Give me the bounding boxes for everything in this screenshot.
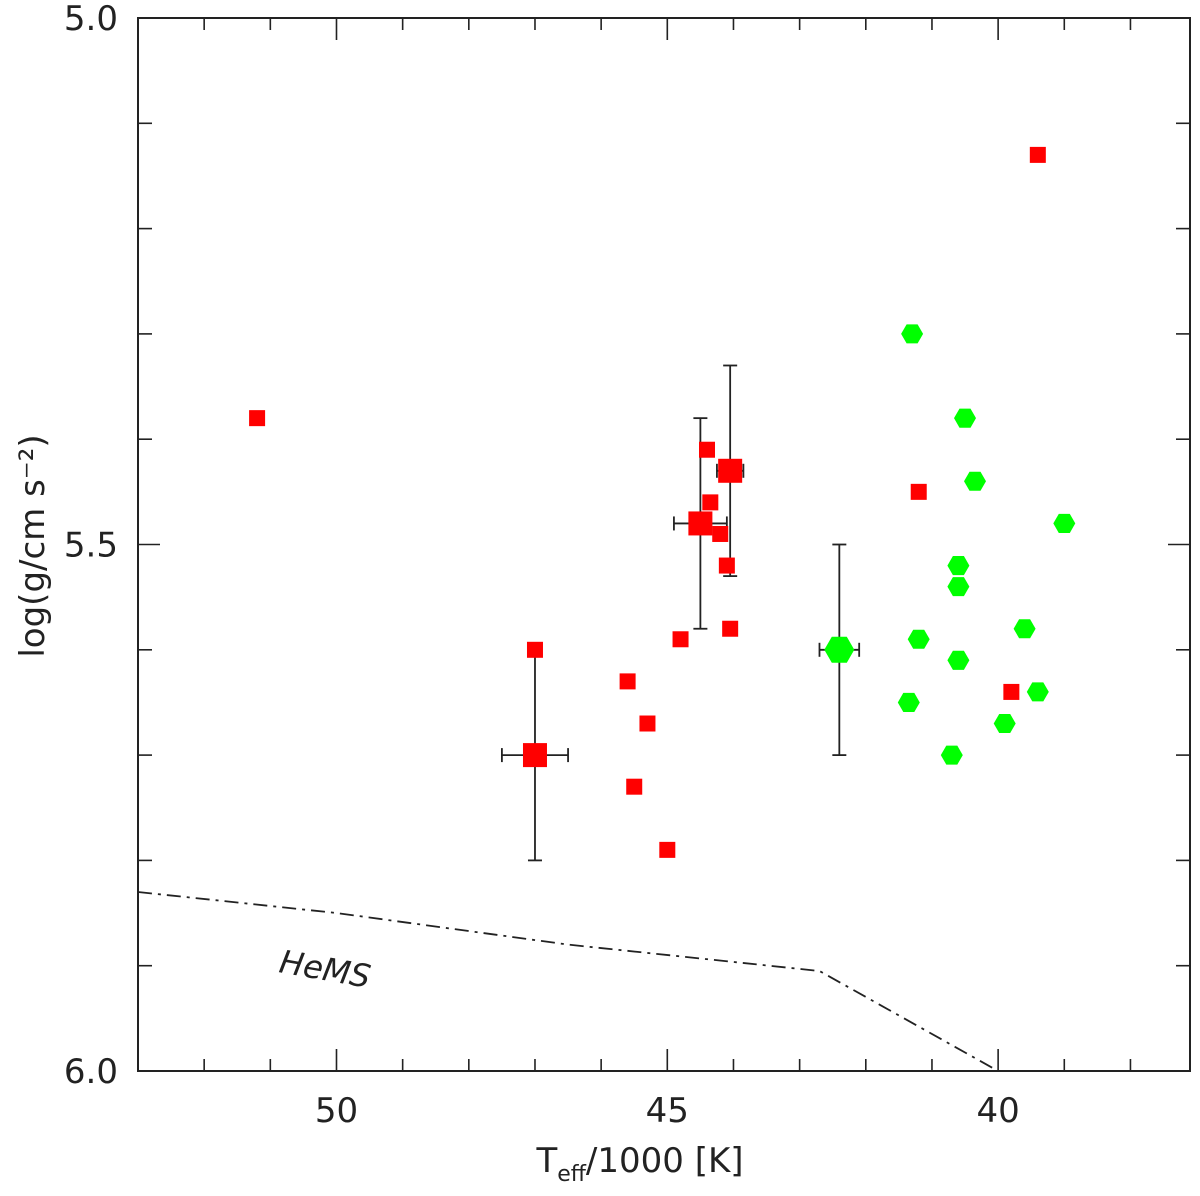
- x-axis-title-subscript: eff: [557, 1162, 587, 1187]
- hems-track-line: [137, 891, 999, 1072]
- green-hexagon-point: [901, 324, 924, 344]
- y-tick-label-5-0: 5.0: [64, 0, 118, 39]
- data-points-layer: [249, 146, 1076, 858]
- x-tick-label-40: 40: [976, 1091, 1019, 1131]
- red-square-point: [249, 410, 266, 427]
- green-hexagon-point: [947, 650, 970, 670]
- green-hexagon-point: [947, 556, 970, 576]
- green-hexagon-point-with-error: [824, 636, 855, 663]
- hems-label: HeMS: [277, 942, 374, 995]
- error-bar-layer: [500, 364, 861, 862]
- green-hexagon-point: [947, 577, 970, 597]
- axes-layer: [137, 17, 1191, 1072]
- red-square-point-with-error: [718, 458, 743, 483]
- green-hexagon-point: [964, 471, 986, 491]
- red-square-point: [702, 494, 719, 511]
- x-tick-label-50: 50: [315, 1091, 358, 1131]
- red-square-point: [718, 557, 735, 574]
- red-square-point: [910, 483, 927, 500]
- green-hexagon-point: [1013, 619, 1036, 639]
- y-tick-label-5-5: 5.5: [64, 526, 118, 566]
- red-square-point: [1003, 683, 1020, 700]
- red-square-point: [526, 641, 543, 658]
- red-square-point: [699, 441, 716, 458]
- green-hexagon-point: [954, 408, 976, 428]
- red-square-point: [619, 673, 636, 690]
- x-axis-title-main: T: [535, 1141, 557, 1181]
- green-hexagon-point: [897, 692, 920, 712]
- green-hexagon-point: [993, 714, 1016, 733]
- red-square-point-with-error: [522, 743, 547, 768]
- green-hexagon-point: [940, 745, 963, 765]
- red-square-point: [672, 631, 689, 648]
- red-square-point: [639, 715, 656, 732]
- green-hexagon-point: [1026, 682, 1049, 702]
- red-square-point: [659, 841, 676, 858]
- red-square-point: [1029, 146, 1046, 163]
- red-square-point: [712, 525, 729, 542]
- red-square-point: [722, 620, 739, 637]
- hems-line-layer: [137, 891, 999, 1072]
- green-hexagon-point: [907, 629, 930, 649]
- green-hexagon-point: [1053, 513, 1076, 533]
- y-axis-title: log(g/cm s⁻²): [13, 434, 53, 657]
- plot-frame: [137, 17, 1191, 1072]
- y-tick-label-6-0: 6.0: [64, 1052, 118, 1092]
- red-square-point: [626, 778, 643, 795]
- x-tick-label-45: 45: [646, 1091, 689, 1131]
- red-square-point-with-error: [688, 511, 713, 536]
- x-axis-title: Teff/1000 [K]: [535, 1141, 743, 1187]
- x-axis-title-rest: /1000 [K]: [586, 1141, 744, 1181]
